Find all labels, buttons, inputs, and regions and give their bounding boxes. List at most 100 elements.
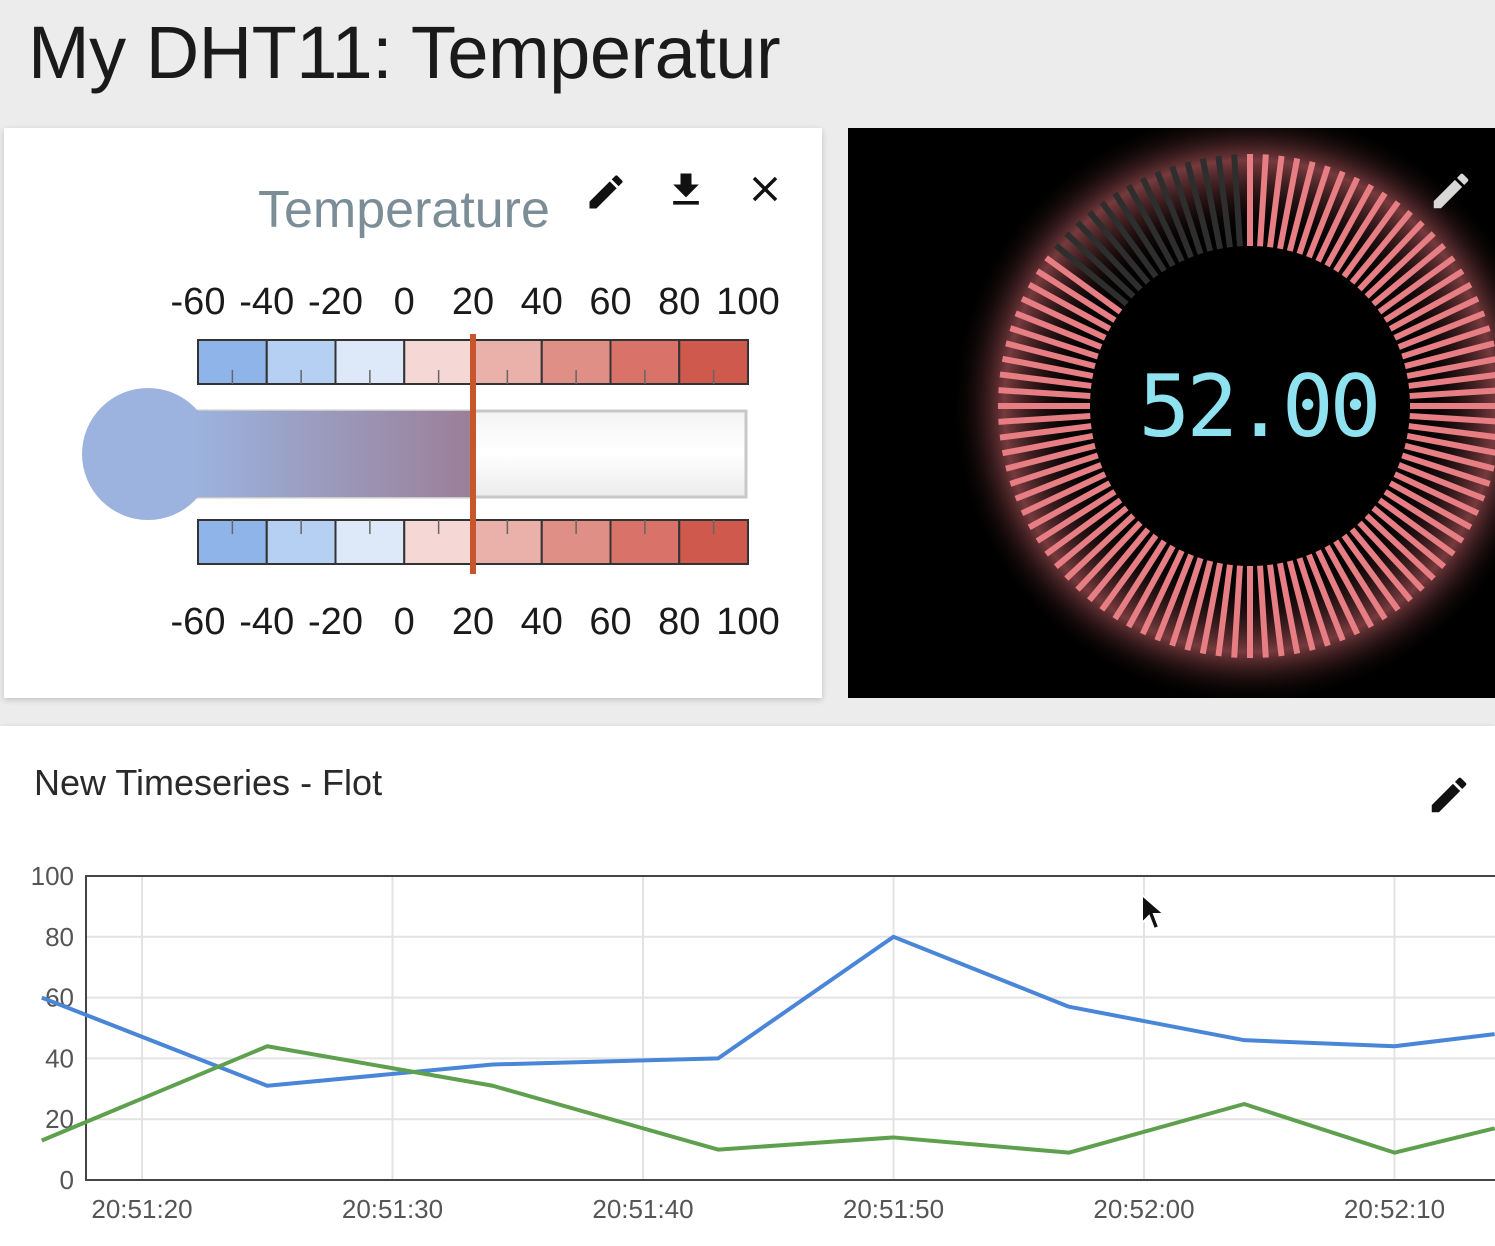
- edit-icon[interactable]: [584, 170, 628, 219]
- thermometer-widget: Temperature -60 -40 -20 0 20 40 60 80 100 -60 -40…: [4, 128, 822, 698]
- gauge-tick: [1393, 295, 1480, 341]
- gauge-tick: [1341, 533, 1401, 612]
- gauge-tick: [1277, 157, 1301, 250]
- digital-gauge-graphic: 52.00: [950, 128, 1495, 698]
- gauge-tick: [1199, 562, 1223, 655]
- gauge-tick: [999, 423, 1092, 441]
- gauge-tick: [1383, 268, 1465, 323]
- gauge-tick: [1404, 442, 1495, 472]
- gauge-tick: [1408, 423, 1495, 440]
- gauge-tick: [1020, 295, 1107, 341]
- gauge-tick: [1139, 176, 1185, 263]
- gauge-tick: [1154, 553, 1194, 642]
- edit-icon[interactable]: [1426, 772, 1472, 823]
- gauge-tick: [1383, 489, 1465, 544]
- gauge-tick: [1020, 471, 1107, 517]
- gauge-tick: [1357, 520, 1425, 592]
- gauge-tick: [1075, 220, 1143, 292]
- gauge-tick: [1035, 268, 1117, 323]
- widget-title: Temperature: [258, 181, 550, 239]
- gauge-tick: [1315, 176, 1361, 263]
- gauge-tick: [1215, 564, 1233, 657]
- gauge-tick: [1005, 340, 1096, 370]
- scale-label: 60: [589, 281, 631, 323]
- gauge-tick: [1324, 544, 1375, 629]
- gauge-tick: [1333, 191, 1388, 273]
- thermometer-mercury: [194, 411, 473, 497]
- gauge-tick: [1009, 325, 1099, 360]
- gauge-tick: [1184, 560, 1214, 651]
- x-tick-label: 20:51:40: [592, 1194, 693, 1224]
- gauge-tick: [1409, 387, 1495, 399]
- gauge-tick: [1125, 544, 1176, 629]
- gauge-tick: [1184, 161, 1214, 252]
- scale-label: 60: [589, 601, 631, 643]
- gauge-tick: [1377, 497, 1456, 557]
- gauge-tick: [1404, 340, 1495, 370]
- gauge-tick: [1027, 480, 1112, 531]
- gauge-tick: [1169, 557, 1204, 647]
- gauge-tick: [1005, 442, 1096, 472]
- gauge-tick: [1001, 433, 1094, 457]
- scale-label: 20: [452, 601, 494, 643]
- download-icon[interactable]: [664, 168, 708, 217]
- gauge-tick: [1286, 161, 1316, 252]
- gauge-tick: [1001, 355, 1094, 379]
- x-tick-label: 20:51:30: [342, 1194, 443, 1224]
- series-line-1: [41, 934, 1495, 1088]
- gauge-tick: [1377, 255, 1456, 315]
- gauge-tick: [1064, 231, 1136, 299]
- edit-icon[interactable]: [1428, 168, 1474, 219]
- scale-label: 80: [658, 281, 700, 323]
- gauge-tick: [1099, 200, 1159, 279]
- scale-label: 0: [394, 601, 415, 643]
- gauge-tick: [1371, 505, 1447, 569]
- gauge-tick: [1341, 200, 1401, 279]
- gauge-tick: [1296, 165, 1331, 255]
- gauge-tick: [1075, 520, 1143, 592]
- gauge-tick: [1112, 539, 1167, 621]
- plot-frame: [85, 875, 1495, 1181]
- gauge-tick: [1014, 462, 1103, 502]
- gauge-tick: [1099, 533, 1159, 612]
- gauge-tick: [1306, 553, 1346, 642]
- gauge-value: 52.00: [1139, 357, 1378, 457]
- value-marker: [470, 334, 476, 574]
- gauge-tick: [1388, 480, 1473, 531]
- thermometer-graphic: -60 -40 -20 0 20 40 60 80 100 -60 -40 -20 0 20 40 60 80…: [82, 281, 780, 643]
- scale-label: -60: [171, 281, 226, 323]
- mouse-cursor-icon: [1140, 892, 1167, 938]
- close-icon[interactable]: [744, 168, 786, 215]
- scale-label: -40: [239, 601, 294, 643]
- thermometer-bulb: [82, 388, 214, 520]
- gauge-tick: [1014, 310, 1103, 350]
- gauge-tick: [1199, 157, 1223, 250]
- gauge-tick: [1397, 462, 1486, 502]
- scale-label: -40: [239, 281, 294, 323]
- gauge-tick: [1044, 497, 1123, 557]
- gauge-tick: [1053, 243, 1129, 307]
- x-tick-label: 20:52:10: [1344, 1194, 1445, 1224]
- gauge-tick: [1087, 209, 1151, 285]
- page-title: My DHT11: Temperatur: [28, 11, 781, 94]
- scale-label: 0: [394, 281, 415, 323]
- scale-label: 40: [521, 601, 563, 643]
- gauge-tick: [1401, 452, 1491, 487]
- scale-label: -60: [171, 601, 226, 643]
- scale-label: 20: [452, 281, 494, 323]
- gauge-tick: [1215, 155, 1233, 248]
- gauge-tick: [1231, 154, 1243, 247]
- gauge-tick: [1257, 565, 1269, 658]
- gauge-tick: [1169, 165, 1204, 255]
- scale-label: -20: [308, 281, 363, 323]
- gauge-tick: [998, 413, 1091, 425]
- gauge-tick: [999, 371, 1092, 389]
- x-tick-label: 20:51:50: [843, 1194, 944, 1224]
- scale-label: 40: [521, 281, 563, 323]
- y-tick-label: 0: [60, 1165, 74, 1195]
- gauge-tick: [1409, 413, 1495, 425]
- gauge-tick: [1035, 489, 1117, 544]
- gauge-tick: [1154, 170, 1194, 259]
- gauge-tick: [1406, 433, 1495, 456]
